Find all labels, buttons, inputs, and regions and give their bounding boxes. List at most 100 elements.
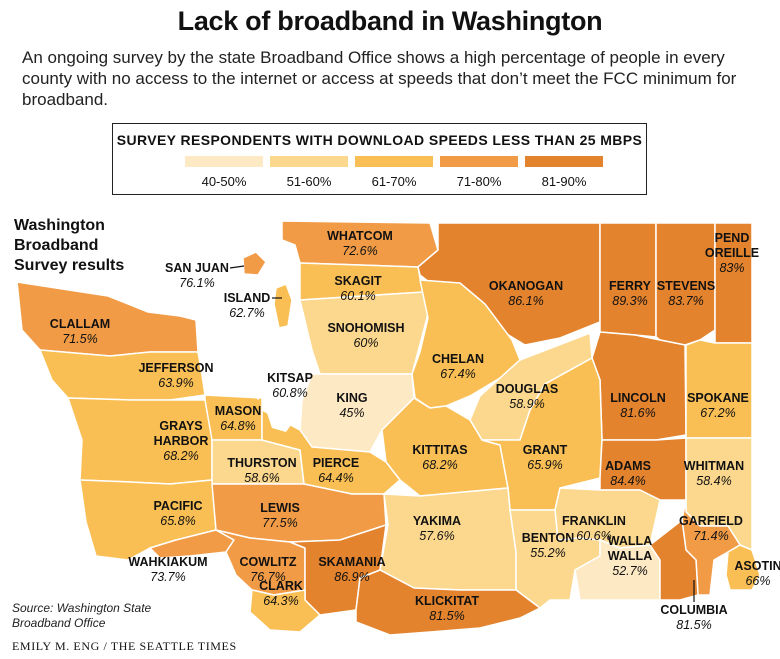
county-name: OREILLE: [705, 246, 759, 260]
county-value: 64.4%: [318, 471, 353, 485]
legend-swatch-61-70: [355, 156, 433, 167]
water-body: [198, 335, 244, 356]
water-body: [248, 376, 266, 400]
legend-swatch-71-80: [440, 156, 518, 167]
county-name: JEFFERSON: [138, 361, 213, 375]
county-value: 58.6%: [244, 471, 279, 485]
county-columbia: [649, 519, 699, 601]
county-name: PACIFIC: [153, 499, 202, 513]
county-value: 86.1%: [508, 294, 543, 308]
county-value: 86.9%: [334, 570, 369, 584]
county-name: WAHKIAKUM: [128, 555, 207, 569]
legend-label-51-60: 51-60%: [286, 174, 332, 189]
county-value: 68.2%: [163, 449, 198, 463]
county-name: FERRY: [609, 279, 652, 293]
legend-title: SURVEY RESPONDENTS WITH DOWNLOAD SPEEDS …: [116, 132, 643, 148]
legend-swatch-40-50: [185, 156, 263, 167]
county-name: LEWIS: [260, 501, 300, 515]
county-value: 57.6%: [419, 529, 454, 543]
map-subtitle: An ongoing survey by the state Broadband…: [22, 48, 737, 109]
county-spokane: [685, 339, 753, 439]
county-value: 65.9%: [527, 458, 562, 472]
county-value: 60.8%: [272, 386, 307, 400]
legend: SURVEY RESPONDENTS WITH DOWNLOAD SPEEDS …: [112, 123, 647, 195]
county-labels: WHATCOM72.6%OKANOGAN86.1%FERRY89.3%STEVE…: [50, 229, 780, 632]
county-chelan: [411, 279, 521, 409]
county-name: ADAMS: [605, 459, 651, 473]
county-value: 60%: [353, 336, 378, 350]
county-value: 72.6%: [342, 244, 377, 258]
county-value: 83%: [719, 261, 744, 275]
county-asotin: [725, 544, 761, 591]
legend-swatch-81-90: [525, 156, 603, 167]
map-title: Lack of broadband in Washington: [177, 6, 603, 36]
county-name: GRAYS: [159, 419, 202, 433]
county-value: 68.2%: [422, 458, 457, 472]
water-body: [236, 296, 306, 432]
san-juan-leader: [229, 265, 245, 269]
county-name: WHITMAN: [684, 459, 744, 473]
puget-sound-water: [198, 296, 306, 432]
county-name: WHATCOM: [327, 229, 393, 243]
county-value: 67.2%: [700, 406, 735, 420]
county-name: KITTITAS: [412, 443, 467, 457]
county-name: ISLAND: [224, 291, 271, 305]
county-name: PIERCE: [313, 456, 360, 470]
county-lincoln: [591, 331, 687, 441]
county-value: 67.4%: [440, 367, 475, 381]
county-name: MASON: [215, 404, 262, 418]
county-name: KITSAP: [267, 371, 313, 385]
county-name: OKANOGAN: [489, 279, 563, 293]
county-name: WALLA: [608, 549, 652, 563]
county-name: KLICKITAT: [415, 594, 479, 608]
county-value: 83.7%: [668, 294, 703, 308]
county-sanjuan: [242, 251, 267, 276]
county-jefferson: [39, 349, 206, 401]
county-value: 71.5%: [62, 332, 97, 346]
county-name: GRANT: [523, 443, 568, 457]
county-name: CLALLAM: [50, 317, 110, 331]
county-value: 60.1%: [340, 289, 375, 303]
county-name: FRANKLIN: [562, 514, 626, 528]
county-pierce: [261, 409, 401, 495]
county-value: 89.3%: [612, 294, 647, 308]
county-name: KING: [336, 391, 367, 405]
county-name: COWLITZ: [240, 555, 297, 569]
county-value: 81.5%: [676, 618, 711, 632]
county-name: GARFIELD: [679, 514, 743, 528]
county-name: THURSTON: [227, 456, 296, 470]
county-clark: [249, 589, 321, 633]
legend-swatch-51-60: [270, 156, 348, 167]
county-value: 63.9%: [158, 376, 193, 390]
county-name: COLUMBIA: [660, 603, 727, 617]
county-name: STEVENS: [657, 279, 715, 293]
